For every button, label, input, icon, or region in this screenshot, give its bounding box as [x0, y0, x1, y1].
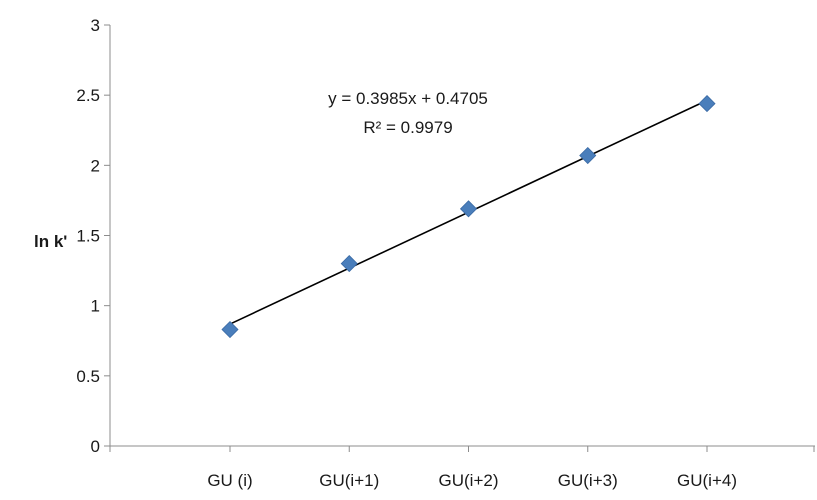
y-tick-label: 1 [91, 297, 100, 316]
r-squared-label: R² = 0.9979 [363, 118, 452, 137]
x-tick-label: GU(i+3) [558, 471, 618, 490]
trendline-equation: y = 0.3985x + 0.4705 [328, 89, 488, 108]
data-points [221, 95, 716, 339]
data-point [698, 95, 716, 113]
x-tick-label: GU(i+1) [319, 471, 379, 490]
data-point [459, 200, 478, 218]
y-tick-label: 2 [91, 156, 100, 175]
y-tick-label: 2.5 [76, 86, 100, 105]
axes: 0 0.5 1 1.5 2 2.5 3 GU (i) GU(i+1) GU(i+2) GU(i+3)… [76, 16, 815, 490]
y-tick-label: 1.5 [76, 227, 100, 246]
x-tick-label: GU (i) [207, 471, 252, 490]
y-tick-label: 0.5 [76, 367, 100, 386]
data-point [340, 255, 358, 273]
data-point [579, 146, 597, 165]
labels-group: ln k' y = 0.3985x + 0.4705 R² = 0.9979 [34, 89, 488, 251]
data-point [221, 320, 239, 339]
x-tick-label: GU(i+2) [439, 471, 499, 490]
y-tick-label: 3 [91, 16, 100, 35]
y-axis-label: ln k' [34, 232, 67, 251]
y-tick-label: 0 [91, 437, 100, 456]
x-tick-label: GU(i+4) [677, 471, 737, 490]
